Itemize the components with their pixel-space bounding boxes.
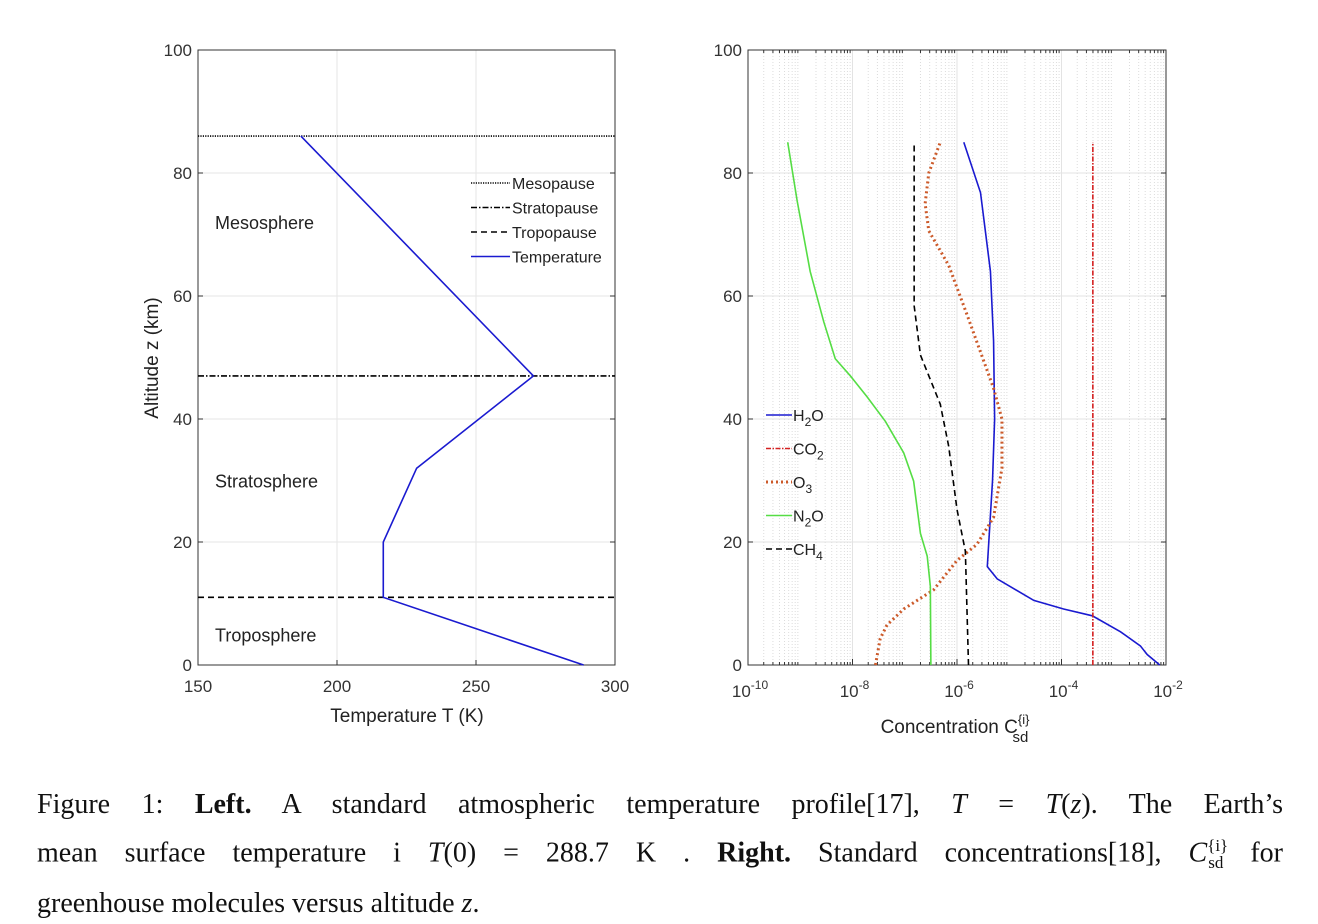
x-tick-label: 150 xyxy=(184,677,212,696)
legend-label: CH4 xyxy=(793,542,823,563)
y-tick-label: 0 xyxy=(183,656,192,675)
x-tick-label: 10-8 xyxy=(840,678,870,701)
x-tick-label: 300 xyxy=(601,677,629,696)
y-tick-label: 20 xyxy=(173,533,192,552)
legend-subscript: 4 xyxy=(816,549,823,563)
x-axis-label-sup: {i} xyxy=(1018,712,1030,727)
legend-label: H2O xyxy=(793,408,824,429)
legend-subscript: 2 xyxy=(805,516,812,530)
legend-subscript: 2 xyxy=(805,415,812,429)
figure: 150 200 250 300020406080100MesosphereStrato… xyxy=(142,41,1183,746)
x-tick-label: 10-6 xyxy=(944,678,974,701)
caption-segment: {i} xyxy=(1207,836,1229,855)
y-tick-label: 60 xyxy=(173,287,192,306)
caption-segment: A standard atmospheric temperature profi… xyxy=(251,789,952,820)
x-tick-label: 250 xyxy=(462,677,490,696)
x-axis-label: Concentration C{i} sd xyxy=(881,712,1031,746)
series-line-h2o xyxy=(963,141,1161,666)
y-tick-label: 100 xyxy=(714,41,742,60)
x-tick-label: 10-10 xyxy=(732,678,769,701)
caption-segment: z xyxy=(1070,789,1082,820)
caption-segment: ( xyxy=(1061,789,1071,820)
line-temperature xyxy=(300,135,584,666)
caption-segment: for xyxy=(1223,837,1283,869)
y-tick-label: 80 xyxy=(723,164,742,183)
y-tick-label: 60 xyxy=(723,287,742,306)
caption-segment: z xyxy=(461,887,473,919)
y-tick-label: 40 xyxy=(173,410,192,429)
x-tick-label: 10-2 xyxy=(1153,678,1183,701)
tick-exponent: -2 xyxy=(1172,678,1183,692)
y-tick-label: 40 xyxy=(723,410,742,429)
tick-base: 10 xyxy=(840,682,859,701)
x-tick-label: 200 xyxy=(323,677,351,696)
plot-frame xyxy=(747,49,1167,666)
x-axis-label-main: Concentration C xyxy=(881,717,1018,738)
tick-base: 10 xyxy=(944,682,963,701)
y-tick-label: 100 xyxy=(164,41,192,60)
caption-segment: mean surface temperature i xyxy=(37,837,428,869)
caption-segment: Standard concentrations[18], xyxy=(791,837,1189,869)
caption-segment: C xyxy=(1188,837,1208,869)
region-label: Troposphere xyxy=(215,625,316,645)
legend-label: N2O xyxy=(793,509,824,530)
caption-line: greenhouse molecules versus altitude z. xyxy=(37,883,1283,924)
series-line-o3 xyxy=(874,141,1004,666)
caption-segment: Left. xyxy=(194,789,252,820)
caption-segment: Figure 1: xyxy=(37,789,195,820)
region-label: Mesosphere xyxy=(215,213,314,233)
legend-label: Temperature xyxy=(512,250,602,267)
caption-segment: ). The Earth’s xyxy=(1081,789,1283,820)
y-axis-label: Altitude z (km) xyxy=(142,297,163,418)
caption-line: mean surface temperature i T(0) = 288.7 … xyxy=(37,825,1283,883)
y-tick-label: 20 xyxy=(723,533,742,552)
tick-exponent: -6 xyxy=(963,678,974,692)
plot-frame xyxy=(197,49,616,666)
caption-segment: . xyxy=(472,887,480,919)
tick-base: 10 xyxy=(1153,682,1172,701)
region-label: Stratosphere xyxy=(215,472,318,492)
caption-segment: sd xyxy=(1208,852,1224,872)
tick-exponent: -4 xyxy=(1068,678,1079,692)
x-axis-label-sub: sd xyxy=(1012,729,1028,746)
caption-segment: greenhouse molecules versus altitude xyxy=(37,887,462,919)
legend-name: CH xyxy=(793,542,816,559)
y-tick-label: 80 xyxy=(173,164,192,183)
tick-exponent: -8 xyxy=(859,678,870,692)
tick-base: 10 xyxy=(1049,682,1068,701)
legend-name: CO xyxy=(793,442,817,459)
legend-subscript: 2 xyxy=(817,449,824,463)
legend-label: CO2 xyxy=(793,442,824,463)
legend-label: Stratopause xyxy=(512,201,598,218)
legend-name: H xyxy=(793,408,805,425)
series-line-ch4 xyxy=(913,142,970,666)
y-tick-label: 0 xyxy=(733,656,742,675)
legend-tail: O xyxy=(811,408,823,425)
caption-segment: T xyxy=(427,837,444,869)
tick-exponent: -10 xyxy=(751,678,769,692)
caption-line: Figure 1: Left. A standard atmospheric t… xyxy=(37,784,1283,825)
legend-label: Tropopause xyxy=(512,225,597,242)
right-chart: 10-10 10-8 10-6 10-4 10-2020406080100H2OCO2O… xyxy=(714,41,1183,746)
caption-segment: Right. xyxy=(717,837,792,869)
x-tick-label: 10-4 xyxy=(1049,678,1079,701)
legend-subscript: 3 xyxy=(805,482,812,496)
legend-tail: O xyxy=(811,509,823,526)
legend-name: N xyxy=(793,509,805,526)
caption-segment: T xyxy=(951,789,967,820)
tick-base: 10 xyxy=(732,682,751,701)
caption-segment: (0) = 288.7 K . xyxy=(443,837,718,869)
legend-label: O3 xyxy=(793,475,812,496)
legend-label: Mesopause xyxy=(512,176,595,193)
legend-name: O xyxy=(793,475,805,492)
series-line-n2o xyxy=(786,142,932,666)
left-chart: 150 200 250 300 0 20 40 60 80 100 Mesosphere Strato… xyxy=(142,41,629,727)
caption-segment: = xyxy=(966,789,1046,820)
caption-segment: T xyxy=(1045,789,1062,820)
figure-caption: Figure 1: Left. A standard atmospheric t… xyxy=(37,784,1283,924)
x-axis-label: Temperature T (K) xyxy=(330,706,483,727)
